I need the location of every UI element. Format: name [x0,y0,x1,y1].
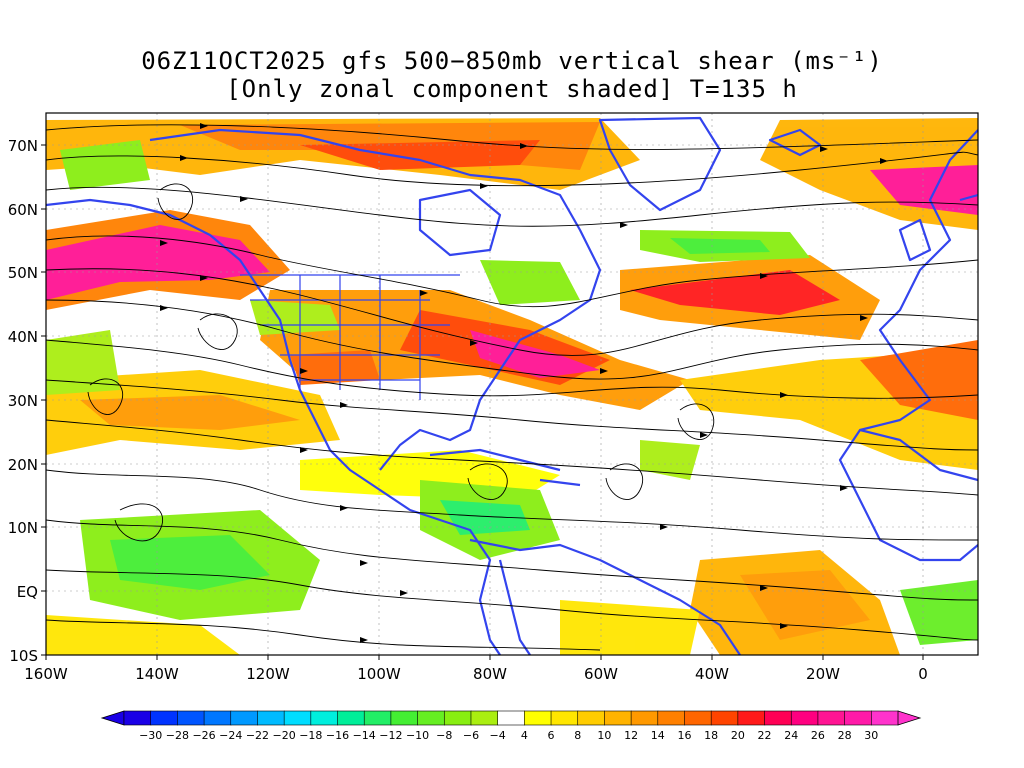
colorbar-label: −8 [436,729,452,742]
coastlines [46,116,978,655]
colorbar-swatch [684,710,712,726]
colorbar-label: −10 [406,729,429,742]
colorbar-swatch [310,710,339,726]
y-tick-label: 10S [9,647,38,665]
map-title-line1: 06Z11OCT2025 gfs 500−850mb vertical shea… [141,47,883,75]
colorbar-swatch [790,710,819,726]
plot-frame [45,112,979,656]
colorbar-label: 4 [521,729,528,742]
colorbar-label: 30 [864,729,878,742]
y-tick-label: 40N [8,328,38,346]
colorbar-label: −12 [379,729,402,742]
colorbar-swatch [257,710,285,726]
colorbar-swatch [524,710,552,726]
x-axis-labels: 160W 140W 120W 100W 80W 60W 40W 20W 0 [24,665,928,683]
colorbar-swatch [363,710,392,726]
colorbar: −30 −28 −26 −24 −22 −20 −18 −16 −14 −12 −10 −8 −6 −4 4… [100,710,922,742]
colorbar-label: −20 [273,729,296,742]
x-tick-label: 160W [24,665,68,683]
colorbar-label: 14 [651,729,665,742]
x-tick-label: 100W [357,665,401,683]
colorbar-label: −18 [299,729,322,742]
colorbar-swatch [150,710,178,726]
colorbar-label: 22 [758,729,772,742]
colorbar-label: −4 [490,729,506,742]
y-tick-label: 30N [8,392,38,410]
colorbar-label: −22 [246,729,269,742]
colorbar-label: −28 [166,729,189,742]
x-tick-label: 0 [918,665,928,683]
colorbar-label: −14 [353,729,376,742]
colorbar-swatch [630,710,659,726]
colorbar-swatch [123,710,152,726]
colorbar-label: −16 [326,729,349,742]
colorbar-swatch [764,710,792,726]
colorbar-label: 24 [784,729,798,742]
colorbar-swatch [577,710,606,726]
colorbar-label: 8 [574,729,581,742]
colorbar-swatch [470,710,499,726]
y-tick-label: 50N [8,264,38,282]
colorbar-swatch [604,710,632,726]
colorbar-swatch [390,710,419,726]
y-tick-label: 70N [8,137,38,155]
colorbar-swatch [337,710,365,726]
colorbar-swatch [737,710,766,726]
colorbar-label: −6 [463,729,479,742]
colorbar-label: 12 [624,729,638,742]
colorbar-label: 10 [597,729,611,742]
plot-area [46,113,978,655]
colorbar-swatch [871,710,899,726]
x-tick-label: 20W [806,665,840,683]
colorbar-swatch [710,710,739,726]
x-tick-label: 80W [473,665,507,683]
colorbar-label: −26 [192,729,215,742]
y-tick-label: 60N [8,201,38,219]
y-tick-label: 10N [8,519,38,537]
colorbar-label: 28 [838,729,852,742]
colorbar-label: −30 [139,729,162,742]
colorbar-swatch [230,710,259,726]
colorbar-label: 20 [731,729,745,742]
colorbar-label: 16 [677,729,691,742]
x-tick-label: 140W [135,665,179,683]
y-tick-label: EQ [17,583,38,601]
colorbar-label: 26 [811,729,825,742]
colorbar-swatch [443,710,472,726]
colorbar-swatch [497,710,525,726]
colorbar-swatch [844,710,872,726]
colorbar-swatch [177,710,205,726]
axis-ticks [41,144,924,660]
colorbar-swatch [417,710,445,726]
x-tick-label: 40W [695,665,729,683]
colorbar-left-arrow [100,710,125,726]
colorbar-swatch [203,710,232,726]
colorbar-right-arrow [897,710,922,726]
colorbar-label: 6 [548,729,555,742]
streamline-arrows [160,123,888,643]
x-tick-label: 120W [246,665,290,683]
colorbar-label: 18 [704,729,718,742]
colorbar-label: −24 [219,729,242,742]
colorbar-swatch [657,710,686,726]
streamlines [46,124,978,651]
x-tick-label: 60W [584,665,618,683]
y-axis-labels: 70N 60N 50N 40N 30N 20N 10N EQ 10S [8,137,38,665]
colorbar-swatch [550,710,579,726]
y-tick-label: 20N [8,456,38,474]
colorbar-swatch [283,710,312,726]
map-title-line2: [Only zonal component shaded] T=135 h [226,75,798,103]
colorbar-swatch [817,710,846,726]
